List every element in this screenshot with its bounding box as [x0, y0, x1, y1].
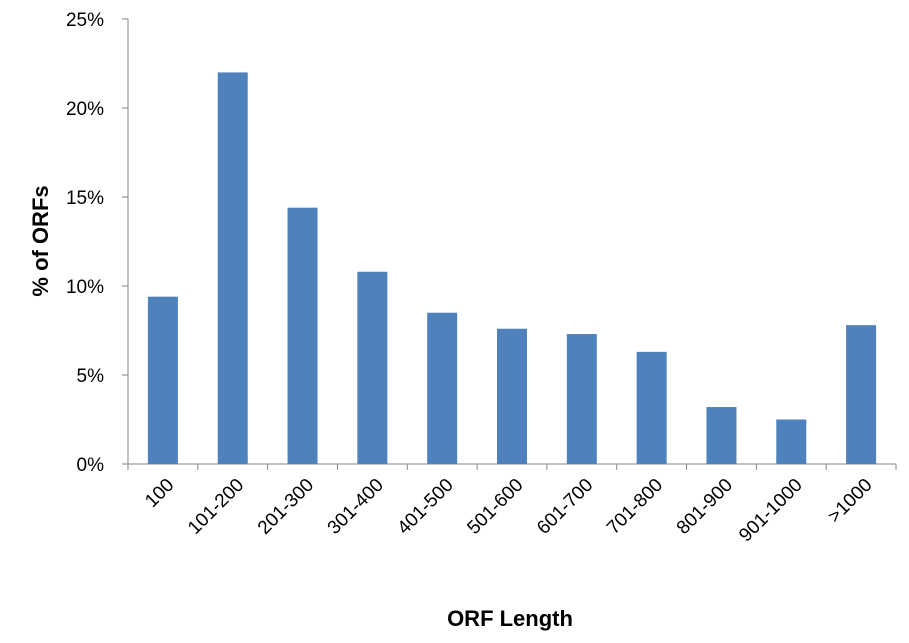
y-tick-label: 20%: [66, 99, 104, 120]
x-tick-label: 201-300: [254, 475, 318, 539]
bar: [147, 296, 178, 464]
x-tick-label: >1000: [824, 475, 877, 528]
x-tick-label: 101-200: [184, 475, 248, 539]
bar: [427, 312, 458, 464]
bar: [497, 328, 527, 464]
x-tick-labels: 100 101-200 201-300 301-400 401-500 501-600 60…: [141, 475, 876, 547]
bar: [636, 351, 667, 464]
x-tick-label: 401-500: [394, 475, 458, 539]
y-tick-labels: 0% 5% 10% 15% 20% 25%: [66, 10, 104, 476]
y-tick-label: 25%: [66, 10, 104, 31]
x-tick-label: 901-1000: [735, 475, 807, 547]
bars: [147, 72, 877, 465]
x-tick-label: 701-800: [603, 475, 667, 539]
bar: [706, 407, 737, 464]
y-tick-label: 15%: [66, 188, 104, 209]
y-axis-title: % of ORFs: [28, 185, 53, 296]
x-tick-label: 601-700: [533, 475, 597, 539]
x-tick-label: 501-600: [463, 475, 527, 539]
y-tick-label: 5%: [77, 366, 105, 387]
axes: [122, 18, 897, 470]
bar: [846, 325, 877, 464]
x-tick-label: 301-400: [324, 475, 388, 539]
x-tick-label: 100: [141, 475, 178, 512]
y-tick-label: 0%: [77, 455, 105, 476]
y-tick-label: 10%: [66, 277, 104, 298]
bar: [566, 334, 597, 464]
x-tick-label: 801-900: [673, 475, 737, 539]
bar: [287, 207, 318, 464]
bar: [357, 271, 388, 464]
bar: [217, 72, 248, 465]
x-axis-title: ORF Length: [447, 606, 573, 631]
bar: [776, 419, 807, 464]
